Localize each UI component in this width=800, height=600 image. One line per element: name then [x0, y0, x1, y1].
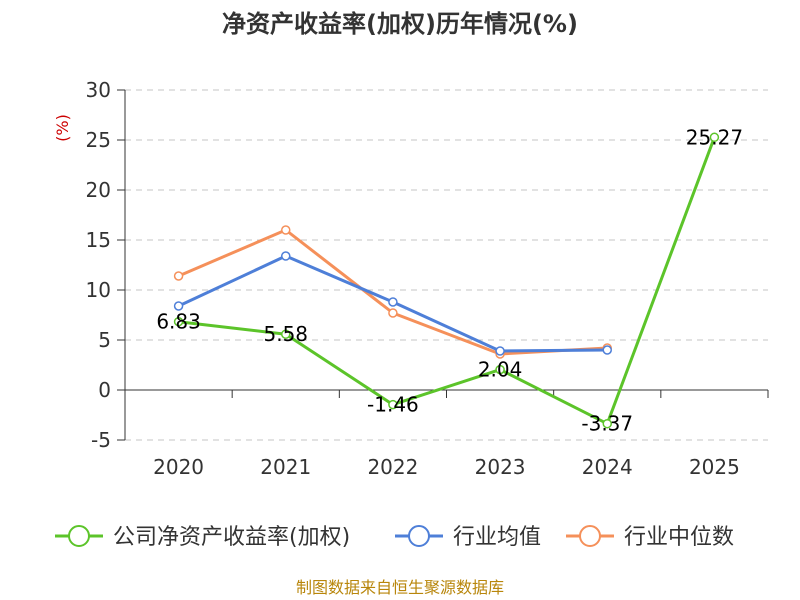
x-tick-label: 2023	[475, 455, 526, 479]
legend-marker	[408, 525, 430, 547]
legend-label: 行业中位数	[624, 525, 734, 550]
data-point	[388, 399, 398, 410]
data-point	[173, 271, 184, 281]
grid-lines	[117, 89, 768, 441]
legend-label: 行业均值	[453, 525, 541, 550]
data-point	[495, 364, 505, 375]
data-label: -3.37	[581, 412, 633, 436]
y-tick-label: 0	[98, 378, 111, 402]
data-point	[281, 251, 291, 261]
series-line	[177, 228, 608, 356]
data-point	[173, 316, 184, 327]
data-point	[281, 225, 291, 235]
y-tick-label: 25	[86, 128, 111, 152]
chart-title: 净资产收益率(加权)历年情况(%)	[222, 10, 578, 38]
data-point	[495, 346, 505, 356]
legend: 公司净资产收益率(加权) 行业均值 行业中位数	[55, 525, 734, 550]
y-tick-labels: 30 25 20 15 10 5 0 -5	[86, 78, 111, 452]
data-point	[709, 132, 720, 143]
y-tick-label: -5	[91, 428, 111, 452]
data-point	[281, 329, 291, 339]
y-axis-unit: (%)	[53, 114, 72, 142]
x-tick-label: 2024	[582, 455, 633, 479]
data-label: 5.58	[263, 322, 308, 346]
data-point	[388, 308, 398, 318]
data-point	[388, 297, 398, 307]
x-tick-label: 2022	[367, 455, 418, 479]
series-lines	[173, 132, 720, 429]
x-tick-labels: 2020 2021 2022 2023 2024 2025	[153, 455, 740, 479]
data-label: -1.46	[367, 393, 419, 417]
x-tick-label: 2025	[689, 455, 740, 479]
source-note: 制图数据来自恒生聚源数据库	[296, 578, 504, 597]
legend-label: 公司净资产收益率(加权)	[113, 525, 350, 550]
data-point	[602, 418, 612, 429]
data-point	[602, 345, 612, 355]
y-tick-label: 10	[86, 278, 111, 302]
data-label: 2.04	[478, 358, 523, 382]
data-labels: 6.83 5.58 -1.46 2.04 -3.37 25.27	[156, 125, 743, 435]
axes	[124, 90, 769, 440]
y-tick-label: 5	[98, 328, 111, 352]
y-tick-label: 30	[86, 78, 111, 102]
y-tick-label: 20	[86, 178, 111, 202]
legend-marker	[68, 525, 90, 547]
series-line	[178, 136, 716, 426]
data-label: 25.27	[686, 125, 743, 149]
legend-marker	[579, 525, 601, 547]
data-label: 6.83	[156, 310, 201, 334]
x-tick-label: 2020	[153, 455, 204, 479]
y-tick-label: 15	[86, 228, 111, 252]
x-tick-label: 2021	[260, 455, 311, 479]
data-point	[173, 301, 184, 311]
